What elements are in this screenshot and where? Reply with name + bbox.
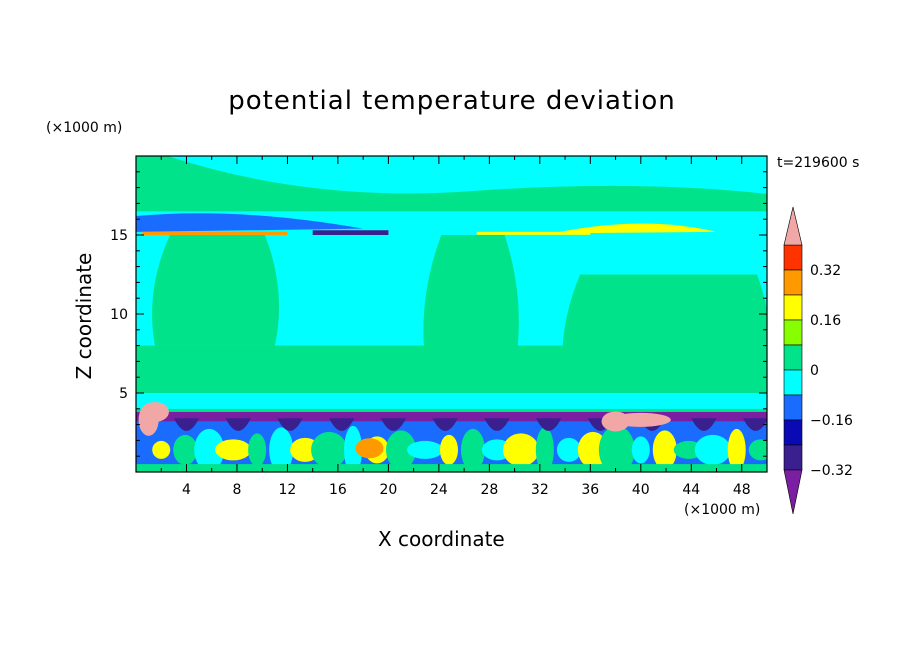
x-unit-label: (×1000 m) [684, 502, 761, 518]
colorbar-bin [783, 344, 803, 371]
colorbar-label: −0.16 [810, 413, 853, 429]
colorbar-bin [783, 444, 803, 471]
inversion-dip-11 [743, 418, 767, 431]
warm-plume-0 [152, 235, 280, 346]
inversion-dip-5 [432, 418, 458, 431]
y-unit-label: (×1000 m) [46, 120, 123, 136]
x-axis: 4 8 12 16 20 24 28 32 36 40 44 48 [160, 156, 751, 498]
tropopause-warm-line-2 [476, 231, 591, 235]
colorbar-label: 0 [810, 363, 819, 379]
colorbar-label: 0.16 [810, 313, 841, 329]
bl-eddy-5 [269, 427, 294, 472]
lower-mid-cool [136, 393, 767, 409]
tropopause-warm-line [142, 231, 288, 236]
x-tick-label: 48 [733, 482, 751, 498]
x-tick-label: 16 [329, 482, 347, 498]
bl-eddy-12 [439, 434, 458, 465]
bl-eddy-4 [248, 433, 267, 467]
bl-eddy-10 [386, 430, 417, 470]
colorbar-bin [783, 244, 803, 271]
inversion-dip-6 [484, 418, 510, 431]
colorbar-extend-low [783, 469, 803, 515]
y-tick-label: 15 [110, 228, 128, 244]
top-warm-tongue [136, 156, 767, 209]
bl-eddy-17 [556, 437, 581, 462]
x-tick-label: 32 [531, 482, 549, 498]
y-tick-label: 5 [119, 386, 128, 402]
colorbar-bin [783, 319, 803, 346]
colorbar-label: −0.32 [810, 463, 853, 479]
colorbar-bin [783, 269, 803, 296]
inversion-dip-1 [225, 418, 251, 431]
bl-eddy-8 [344, 425, 363, 472]
inversion-dip-10 [691, 418, 717, 431]
bl-eddy-0 [152, 440, 171, 459]
contour-field [136, 156, 767, 472]
colorbar-bin [783, 369, 803, 396]
x-tick-label: 8 [232, 482, 241, 498]
bl-eddy-1 [173, 434, 198, 465]
y-axis: 5 10 15 [110, 171, 767, 457]
bl-eddy-11 [406, 440, 443, 459]
x-axis-label: X coordinate [378, 527, 505, 551]
bl-eddy-23 [694, 434, 731, 465]
bl-eddy-13 [460, 428, 485, 471]
x-tick-label: 20 [379, 482, 397, 498]
chart-title: potential temperature deviation [228, 86, 676, 116]
bl-eddy-24 [727, 428, 746, 471]
inversion-dip-2 [277, 418, 303, 431]
colorbar-label: 0.32 [810, 263, 841, 279]
lower-mid-warm [136, 345, 767, 393]
tropopause-cool-west [136, 213, 364, 232]
colorbar: −0.32 −0.16 0 0.16 0.32 [783, 206, 853, 515]
surface-layer [136, 464, 767, 472]
x-tick-label: 4 [182, 482, 191, 498]
bl-eddy-3 [215, 439, 252, 461]
colorbar-bin [783, 394, 803, 421]
x-tick-label: 28 [480, 482, 498, 498]
bl-eddy-21 [652, 430, 677, 470]
bl-eddy-25 [748, 439, 767, 461]
tropopause-cold-line [312, 230, 389, 236]
warm-blob-west [138, 403, 159, 436]
colorbar-bin [783, 419, 803, 446]
bl-eddy-15 [502, 433, 539, 467]
bl-eddy-19 [598, 425, 635, 472]
inversion-dip-4 [380, 418, 407, 431]
time-label: t=219600 s [777, 155, 860, 171]
colorbar-extend-high [783, 206, 803, 246]
inversion-band [136, 411, 767, 422]
tropopause-warm-east [552, 223, 717, 234]
bl-eddy-7 [311, 431, 348, 468]
bl-eddy-20 [631, 436, 650, 464]
bl-eddy-16 [535, 427, 554, 472]
x-tick-label: 36 [581, 482, 599, 498]
x-tick-label: 12 [279, 482, 297, 498]
warm-plume-1 [423, 235, 519, 370]
y-tick-label: 10 [110, 307, 128, 323]
bl-eddy-2 [194, 428, 225, 471]
inversion-dip-3 [329, 418, 355, 431]
warm-blob-east [610, 412, 671, 427]
inversion-dip-0 [173, 418, 200, 431]
colorbar-bin [783, 294, 803, 321]
x-tick-label: 44 [682, 482, 700, 498]
x-tick-label: 40 [632, 482, 650, 498]
warm-blob-2 [355, 438, 384, 459]
inversion-dip-7 [536, 418, 562, 431]
x-tick-label: 24 [430, 482, 448, 498]
